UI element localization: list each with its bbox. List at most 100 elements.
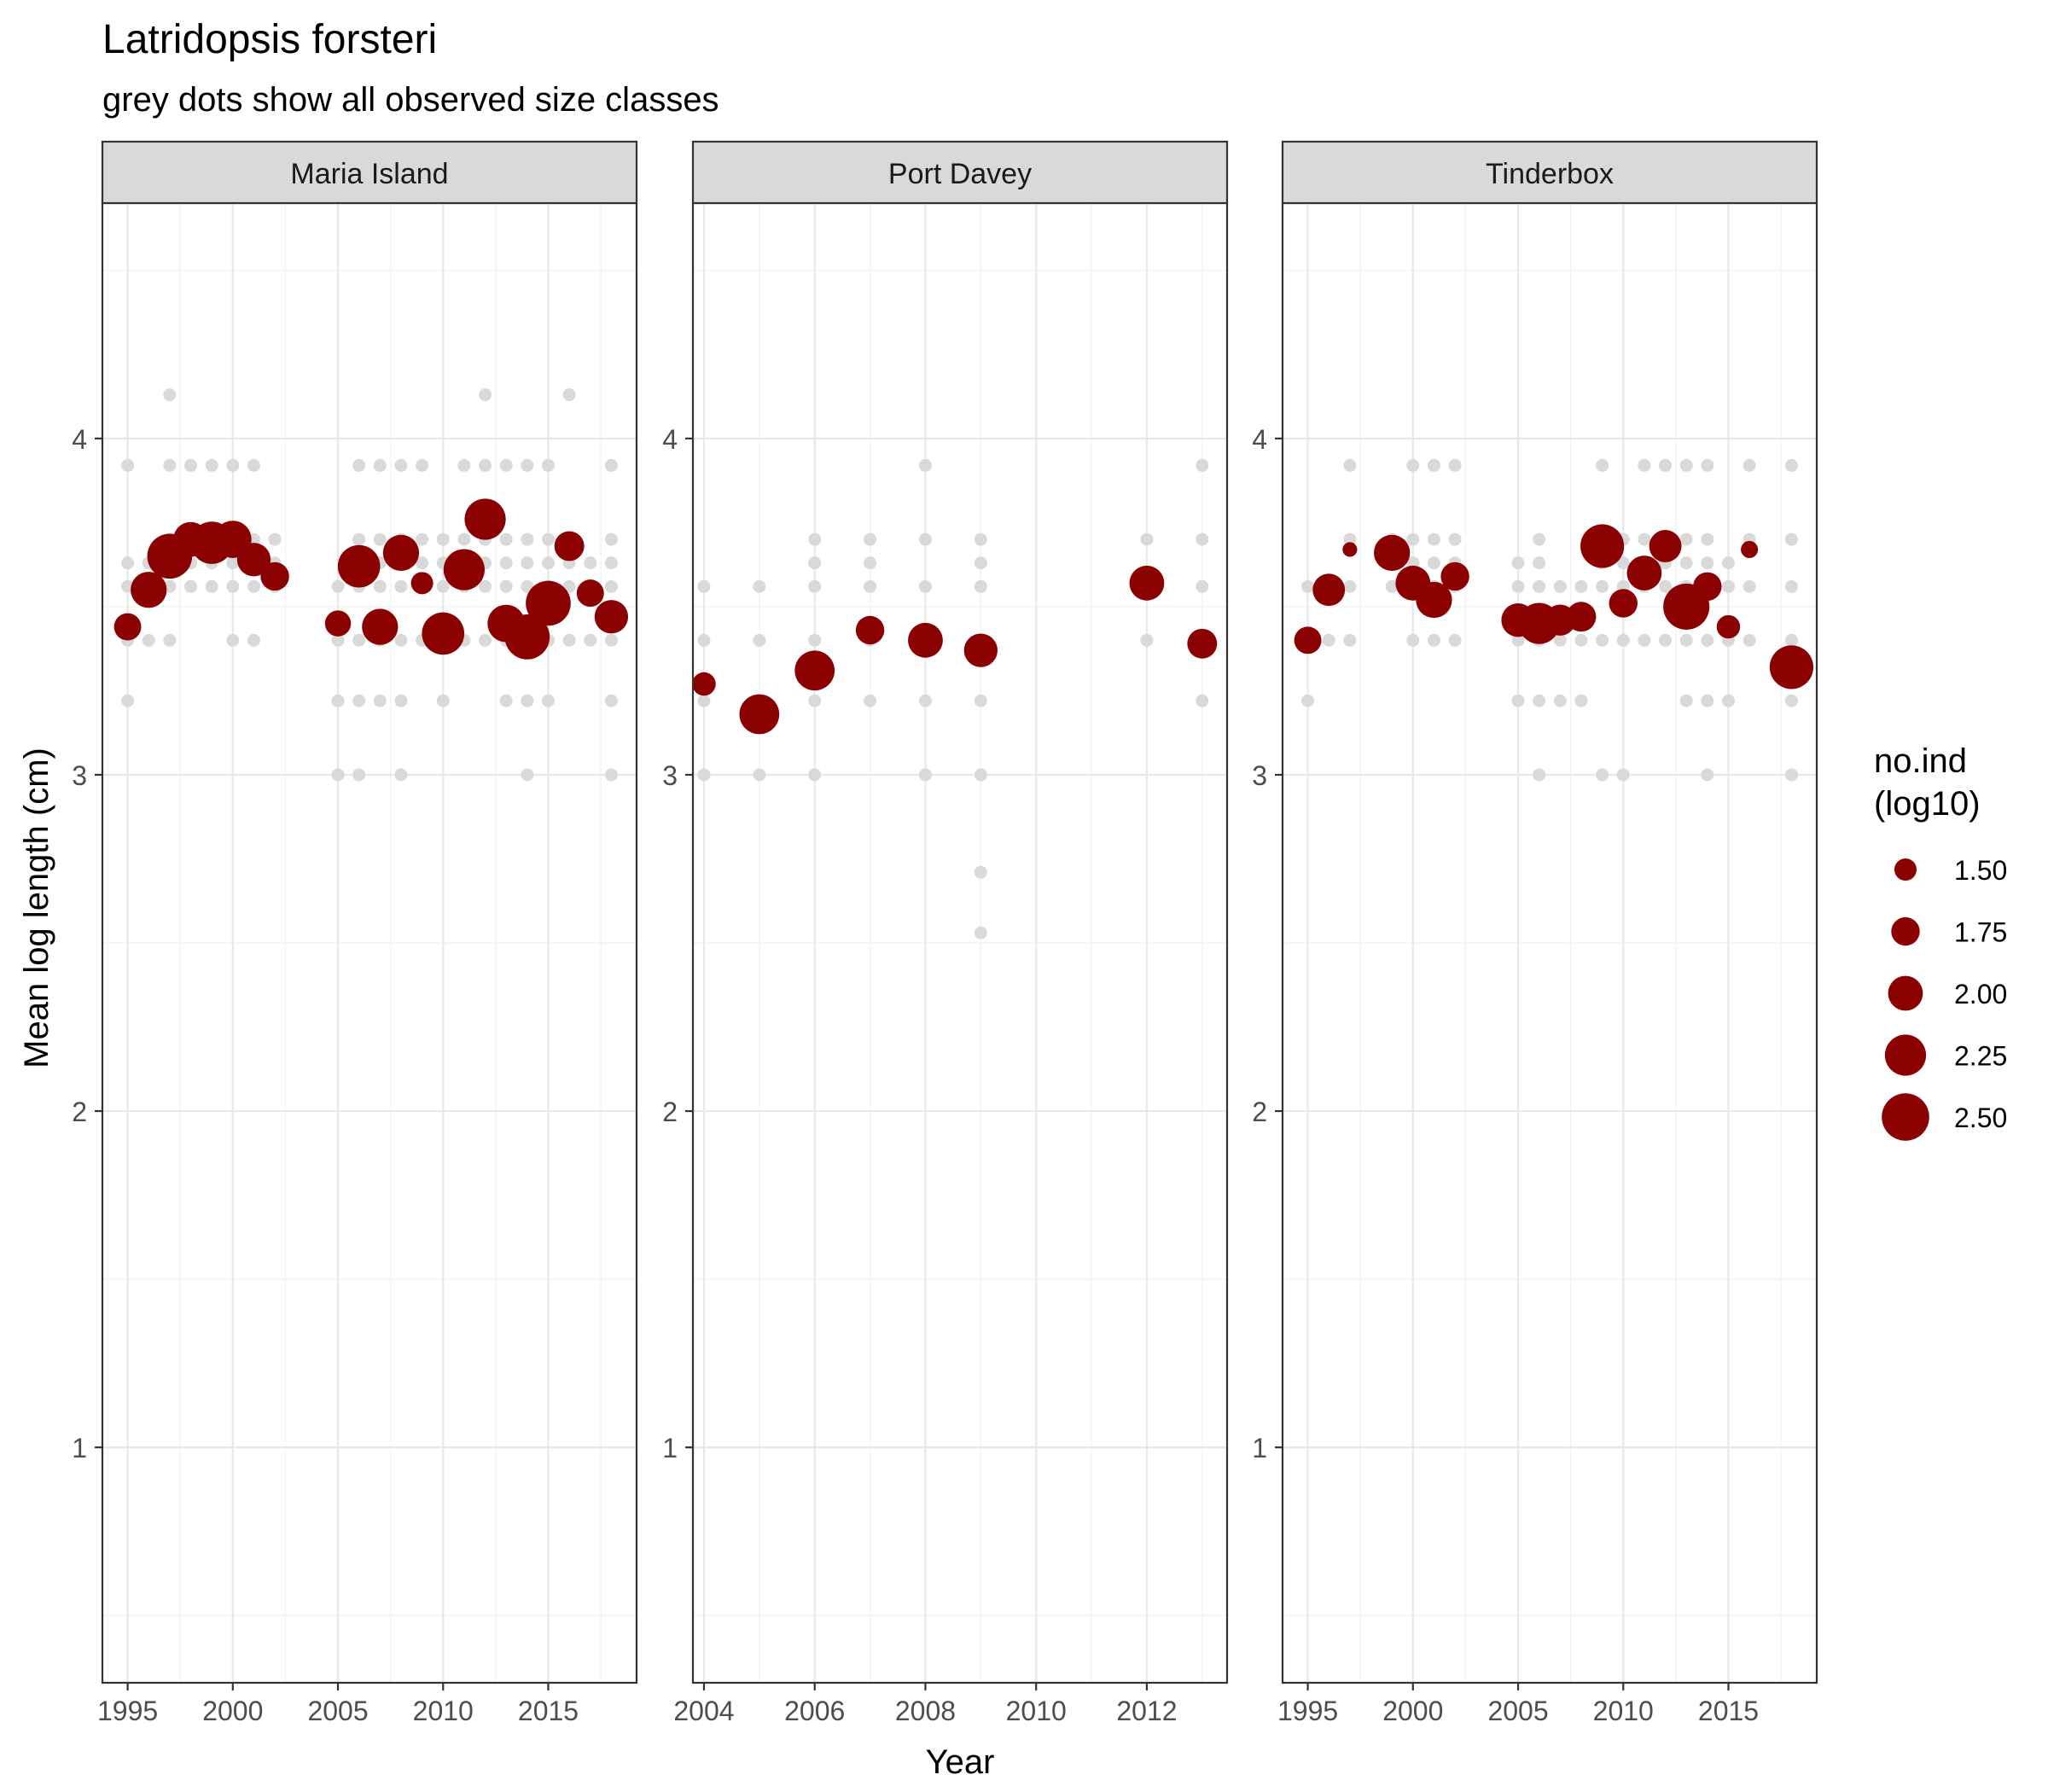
y-tick-label: 2 [662, 1097, 678, 1127]
observed-size-class-point [864, 532, 877, 546]
legend-key-label: 2.00 [1954, 979, 2007, 1009]
observed-size-class-point [352, 633, 366, 647]
observed-size-class-point [479, 579, 492, 593]
observed-size-class-point [1511, 556, 1525, 570]
observed-size-class-point [226, 458, 240, 472]
x-tick-label: 2005 [1487, 1696, 1548, 1726]
observed-size-class-point [1406, 633, 1420, 647]
observed-size-class-point [226, 579, 240, 593]
legend-title-line-2: (log10) [1874, 785, 1981, 823]
mean-length-point [410, 572, 433, 595]
observed-size-class-point [521, 768, 534, 782]
observed-size-class-point [1533, 579, 1546, 593]
observed-size-class-point [394, 458, 408, 472]
mean-length-point [113, 613, 142, 641]
y-axis-label: Mean log length (cm) [18, 748, 55, 1068]
facet-panels: Maria Island 1 2 3 4 1995 2000 2005 2010 2015 Port… [72, 140, 1818, 1726]
y-tick-label: 2 [72, 1097, 87, 1127]
observed-size-class-point [1385, 579, 1399, 593]
y-tick-label: 1 [72, 1433, 87, 1463]
observed-size-class-point [697, 633, 711, 647]
mean-length-point [554, 531, 585, 561]
observed-size-class-point [1701, 633, 1714, 647]
observed-size-class-point [1659, 579, 1673, 593]
legend-title-line-1: no.ind [1874, 742, 1967, 780]
observed-size-class-point [808, 694, 822, 707]
observed-size-class-point [864, 694, 877, 707]
y-tick-label: 2 [1252, 1097, 1267, 1127]
observed-size-class-point [479, 388, 492, 402]
facet-strip [1281, 140, 1818, 205]
observed-size-class-point [1638, 532, 1651, 546]
observed-size-class-point [1721, 694, 1735, 707]
observed-size-class-point [1659, 458, 1673, 472]
y-tick-label: 3 [1252, 760, 1267, 791]
mean-length-point [1741, 540, 1759, 558]
observed-size-class-point [1343, 633, 1357, 647]
observed-size-class-point [1616, 768, 1630, 782]
mean-length-point [1187, 628, 1218, 659]
observed-size-class-point [1616, 633, 1630, 647]
legend-key-label: 1.75 [1954, 917, 2007, 948]
mean-length-point [1440, 561, 1469, 591]
observed-size-class-point [163, 458, 177, 472]
observed-size-class-point [352, 768, 366, 782]
observed-size-class-point [1196, 579, 1209, 593]
observed-size-class-point [604, 556, 618, 570]
mean-length-point [504, 614, 550, 660]
mean-length-point [236, 543, 271, 577]
observed-size-class-point [864, 556, 877, 570]
observed-size-class-point [1448, 633, 1462, 647]
observed-size-class-point [1784, 633, 1798, 647]
mean-length-point [1769, 645, 1814, 689]
y-tick-label: 4 [72, 424, 87, 455]
observed-size-class-point [541, 458, 555, 472]
panel-port-davey: Port Davey 1 2 3 4 2004 2006 2008 2010 2012 [662, 140, 1229, 1726]
observed-size-class-point [436, 532, 450, 546]
legend-key-point [1888, 975, 1923, 1011]
observed-size-class-point [753, 768, 766, 782]
mean-length-point [1342, 542, 1358, 557]
observed-size-class-point [457, 458, 471, 472]
observed-size-class-point [373, 458, 387, 472]
observed-size-class-point [1638, 458, 1651, 472]
observed-size-class-point [1553, 579, 1567, 593]
y-tick-label: 3 [662, 760, 678, 791]
chart-subtitle: grey dots show all observed size classes [102, 81, 719, 119]
mean-length-point [794, 650, 835, 691]
x-tick-label: 2004 [673, 1696, 734, 1726]
mean-length-point [337, 544, 381, 588]
x-tick-label: 2000 [1382, 1696, 1443, 1726]
mean-length-point [1580, 524, 1625, 568]
x-tick-label: 2005 [307, 1696, 368, 1726]
observed-size-class-point [753, 633, 766, 647]
observed-size-class-point [1448, 532, 1462, 546]
observed-size-class-point [1701, 556, 1714, 570]
observed-size-class-point [499, 458, 513, 472]
facet-strip-label: Port Davey [888, 158, 1032, 190]
observed-size-class-point [584, 556, 597, 570]
observed-size-class-point [1596, 633, 1609, 647]
observed-size-class-point [163, 388, 177, 402]
mean-length-point [422, 612, 465, 655]
panel-tinderbox: Tinderbox 1 2 3 4 1995 2000 2005 2010 2015 [1252, 140, 1818, 1726]
observed-size-class-point [974, 768, 987, 782]
observed-size-class-point [1784, 768, 1798, 782]
observed-size-class-point [1596, 579, 1609, 593]
observed-size-class-point [521, 556, 534, 570]
observed-size-class-point [1511, 694, 1525, 707]
observed-size-class-point [373, 694, 387, 707]
observed-size-class-point [562, 388, 576, 402]
observed-size-class-point [1427, 633, 1440, 647]
x-tick-label: 2006 [784, 1696, 845, 1726]
observed-size-class-point [974, 694, 987, 707]
observed-size-class-point [1743, 633, 1756, 647]
legend-key-point [1882, 1093, 1929, 1141]
observed-size-class-point [1427, 458, 1440, 472]
observed-size-class-point [974, 865, 987, 879]
mean-length-point [576, 579, 604, 608]
x-tick-label: 2010 [1006, 1696, 1067, 1726]
observed-size-class-point [808, 768, 822, 782]
observed-size-class-point [499, 532, 513, 546]
